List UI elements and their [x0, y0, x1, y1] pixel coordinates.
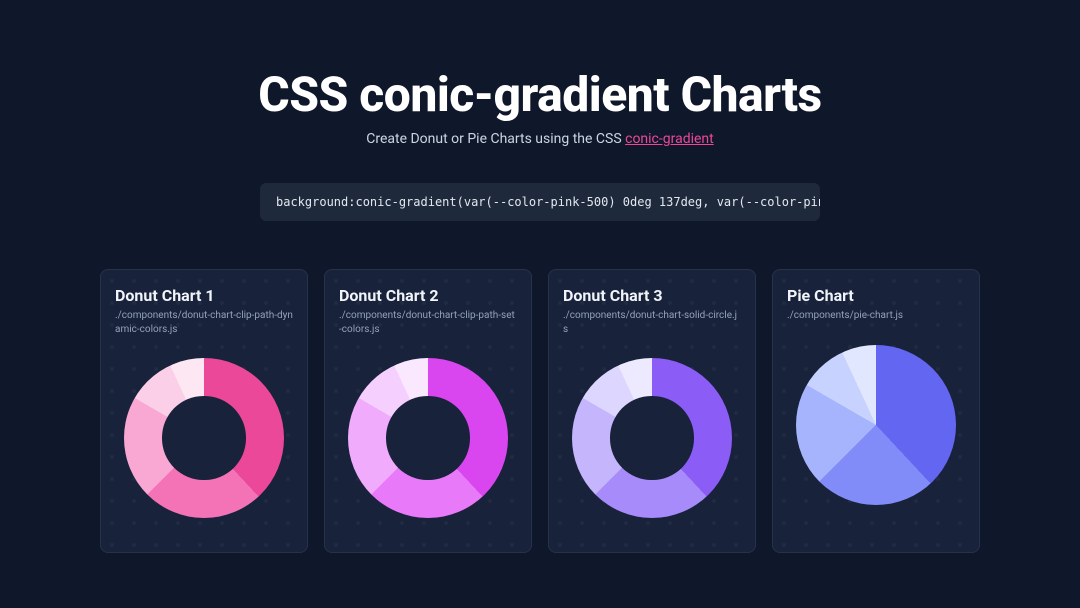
subtitle-text: Create Donut or Pie Charts using the CSS — [366, 131, 625, 147]
donut-chart-2 — [348, 358, 508, 518]
page-container: CSS conic-gradient Charts Create Donut o… — [0, 0, 1080, 553]
card-path: ./components/donut-chart-clip-path-dynam… — [115, 309, 293, 336]
page-title: CSS conic-gradient Charts — [258, 66, 821, 123]
card-path: ./components/donut-chart-clip-path-set-c… — [339, 309, 517, 336]
card-path: ./components/pie-chart.js — [787, 309, 965, 323]
card-path: ./components/donut-chart-solid-circle.js — [563, 309, 741, 336]
conic-gradient-link[interactable]: conic-gradient — [625, 131, 714, 147]
page-subtitle: Create Donut or Pie Charts using the CSS… — [366, 131, 714, 147]
card-pie: Pie Chart ./components/pie-chart.js — [772, 269, 980, 553]
chart-wrap — [563, 358, 741, 518]
chart-wrap — [339, 358, 517, 518]
card-title: Donut Chart 2 — [339, 286, 517, 305]
donut-chart-3 — [572, 358, 732, 518]
charts-grid: Donut Chart 1 ./components/donut-chart-c… — [100, 269, 980, 553]
card-title: Donut Chart 1 — [115, 286, 293, 305]
card-donut-2: Donut Chart 2 ./components/donut-chart-c… — [324, 269, 532, 553]
card-donut-1: Donut Chart 1 ./components/donut-chart-c… — [100, 269, 308, 553]
card-title: Donut Chart 3 — [563, 286, 741, 305]
chart-wrap — [115, 358, 293, 518]
card-title: Pie Chart — [787, 286, 965, 305]
chart-wrap — [787, 345, 965, 505]
code-snippet-bar: background:conic-gradient(var(--color-pi… — [260, 183, 820, 221]
card-donut-3: Donut Chart 3 ./components/donut-chart-s… — [548, 269, 756, 553]
donut-chart-1 — [124, 358, 284, 518]
pie-chart — [796, 345, 956, 505]
